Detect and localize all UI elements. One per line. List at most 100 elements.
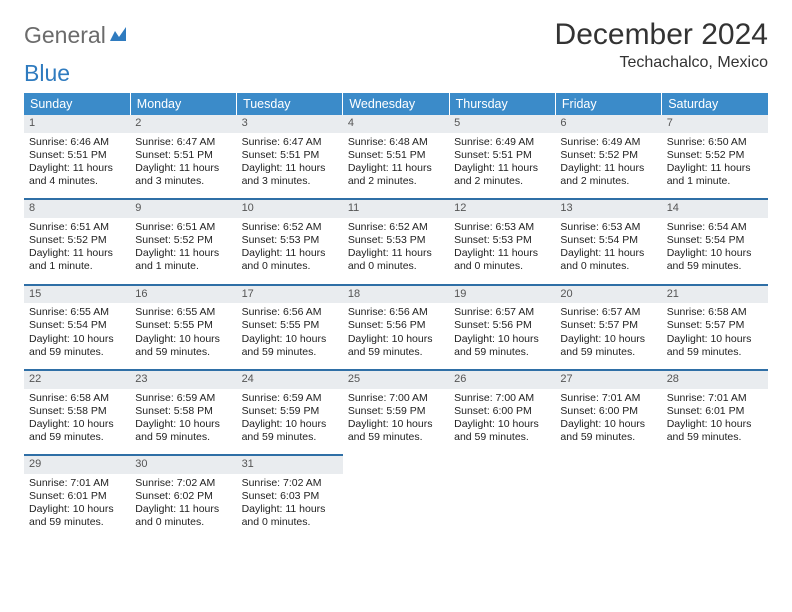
day-body: Sunrise: 7:01 AMSunset: 6:01 PMDaylight:…: [662, 389, 768, 455]
calendar-day-cell: 3Sunrise: 6:47 AMSunset: 5:51 PMDaylight…: [237, 115, 343, 199]
day-body: Sunrise: 6:51 AMSunset: 5:52 PMDaylight:…: [24, 218, 130, 284]
weekday-header: Thursday: [449, 93, 555, 115]
sunrise-text: Sunrise: 7:02 AM: [135, 477, 231, 490]
sunrise-text: Sunrise: 6:51 AM: [135, 221, 231, 234]
sunset-text: Sunset: 5:59 PM: [242, 405, 338, 418]
calendar-day-cell: 28Sunrise: 7:01 AMSunset: 6:01 PMDayligh…: [662, 370, 768, 455]
weekday-header: Friday: [555, 93, 661, 115]
day-number: 1: [24, 115, 130, 133]
sunset-text: Sunset: 5:54 PM: [560, 234, 656, 247]
sunset-text: Sunset: 5:52 PM: [667, 149, 763, 162]
day-number: 6: [555, 115, 661, 133]
day-number: 23: [130, 371, 236, 389]
daylight-text: Daylight: 11 hours and 0 minutes.: [135, 503, 231, 529]
daylight-text: Daylight: 11 hours and 1 minute.: [667, 162, 763, 188]
weekday-header: Wednesday: [343, 93, 449, 115]
daylight-text: Daylight: 10 hours and 59 minutes.: [242, 418, 338, 444]
day-body: Sunrise: 7:01 AMSunset: 6:01 PMDaylight:…: [24, 474, 130, 540]
daylight-text: Daylight: 11 hours and 0 minutes.: [242, 247, 338, 273]
sunrise-text: Sunrise: 6:52 AM: [348, 221, 444, 234]
day-body: Sunrise: 6:50 AMSunset: 5:52 PMDaylight:…: [662, 133, 768, 199]
sunset-text: Sunset: 5:55 PM: [242, 319, 338, 332]
sunset-text: Sunset: 5:51 PM: [29, 149, 125, 162]
day-number: 18: [343, 286, 449, 304]
sunset-text: Sunset: 5:51 PM: [242, 149, 338, 162]
calendar-day-cell: 10Sunrise: 6:52 AMSunset: 5:53 PMDayligh…: [237, 199, 343, 284]
day-number: 9: [130, 200, 236, 218]
daylight-text: Daylight: 11 hours and 2 minutes.: [348, 162, 444, 188]
weekday-header: Monday: [130, 93, 236, 115]
weekday-header: Sunday: [24, 93, 130, 115]
daylight-text: Daylight: 10 hours and 59 minutes.: [667, 418, 763, 444]
day-body: Sunrise: 6:47 AMSunset: 5:51 PMDaylight:…: [237, 133, 343, 199]
day-number: 7: [662, 115, 768, 133]
page-title: December 2024: [555, 18, 768, 52]
day-body: Sunrise: 6:52 AMSunset: 5:53 PMDaylight:…: [237, 218, 343, 284]
calendar-day-cell: ..: [662, 455, 768, 539]
sunrise-text: Sunrise: 6:56 AM: [348, 306, 444, 319]
day-body: Sunrise: 6:57 AMSunset: 5:56 PMDaylight:…: [449, 303, 555, 369]
day-body: Sunrise: 6:54 AMSunset: 5:54 PMDaylight:…: [662, 218, 768, 284]
sunrise-text: Sunrise: 7:01 AM: [560, 392, 656, 405]
sunrise-text: Sunrise: 6:52 AM: [242, 221, 338, 234]
sunrise-text: Sunrise: 6:59 AM: [242, 392, 338, 405]
daylight-text: Daylight: 10 hours and 59 minutes.: [560, 333, 656, 359]
calendar-day-cell: 13Sunrise: 6:53 AMSunset: 5:54 PMDayligh…: [555, 199, 661, 284]
daylight-text: Daylight: 10 hours and 59 minutes.: [242, 333, 338, 359]
calendar-day-cell: 18Sunrise: 6:56 AMSunset: 5:56 PMDayligh…: [343, 285, 449, 370]
sunset-text: Sunset: 6:02 PM: [135, 490, 231, 503]
sunrise-text: Sunrise: 7:02 AM: [242, 477, 338, 490]
sunset-text: Sunset: 5:53 PM: [454, 234, 550, 247]
daylight-text: Daylight: 10 hours and 59 minutes.: [29, 418, 125, 444]
sunrise-text: Sunrise: 6:57 AM: [560, 306, 656, 319]
daylight-text: Daylight: 10 hours and 59 minutes.: [135, 418, 231, 444]
sunset-text: Sunset: 6:00 PM: [560, 405, 656, 418]
sunrise-text: Sunrise: 6:55 AM: [135, 306, 231, 319]
day-number: 8: [24, 200, 130, 218]
sunset-text: Sunset: 5:58 PM: [135, 405, 231, 418]
day-number: 19: [449, 286, 555, 304]
sunset-text: Sunset: 5:59 PM: [348, 405, 444, 418]
sunrise-text: Sunrise: 6:51 AM: [29, 221, 125, 234]
sunset-text: Sunset: 5:56 PM: [348, 319, 444, 332]
sunset-text: Sunset: 6:03 PM: [242, 490, 338, 503]
calendar-day-cell: 29Sunrise: 7:01 AMSunset: 6:01 PMDayligh…: [24, 455, 130, 539]
day-body: Sunrise: 7:02 AMSunset: 6:03 PMDaylight:…: [237, 474, 343, 540]
logo: General: [24, 18, 128, 49]
day-body: Sunrise: 6:47 AMSunset: 5:51 PMDaylight:…: [130, 133, 236, 199]
sunrise-text: Sunrise: 6:47 AM: [242, 136, 338, 149]
calendar-day-cell: ..: [343, 455, 449, 539]
day-number: 10: [237, 200, 343, 218]
sunset-text: Sunset: 5:51 PM: [454, 149, 550, 162]
calendar-day-cell: 20Sunrise: 6:57 AMSunset: 5:57 PMDayligh…: [555, 285, 661, 370]
sunrise-text: Sunrise: 6:53 AM: [560, 221, 656, 234]
day-number: 12: [449, 200, 555, 218]
daylight-text: Daylight: 11 hours and 0 minutes.: [242, 503, 338, 529]
day-body: Sunrise: 6:55 AMSunset: 5:55 PMDaylight:…: [130, 303, 236, 369]
day-body: Sunrise: 6:56 AMSunset: 5:55 PMDaylight:…: [237, 303, 343, 369]
calendar-day-cell: 1Sunrise: 6:46 AMSunset: 5:51 PMDaylight…: [24, 115, 130, 199]
day-body: Sunrise: 7:00 AMSunset: 6:00 PMDaylight:…: [449, 389, 555, 455]
weekday-header: Saturday: [662, 93, 768, 115]
sunset-text: Sunset: 6:01 PM: [667, 405, 763, 418]
daylight-text: Daylight: 10 hours and 59 minutes.: [29, 503, 125, 529]
day-body: Sunrise: 6:53 AMSunset: 5:54 PMDaylight:…: [555, 218, 661, 284]
day-body: Sunrise: 6:58 AMSunset: 5:57 PMDaylight:…: [662, 303, 768, 369]
day-number: 30: [130, 456, 236, 474]
daylight-text: Daylight: 10 hours and 59 minutes.: [348, 418, 444, 444]
sunrise-text: Sunrise: 6:49 AM: [454, 136, 550, 149]
day-number: 14: [662, 200, 768, 218]
calendar-day-cell: 16Sunrise: 6:55 AMSunset: 5:55 PMDayligh…: [130, 285, 236, 370]
day-number: 3: [237, 115, 343, 133]
weekday-header: Tuesday: [237, 93, 343, 115]
calendar-page: General December 2024 Techachalco, Mexic…: [0, 0, 792, 539]
calendar-day-cell: 2Sunrise: 6:47 AMSunset: 5:51 PMDaylight…: [130, 115, 236, 199]
daylight-text: Daylight: 10 hours and 59 minutes.: [454, 418, 550, 444]
calendar-week-row: 8Sunrise: 6:51 AMSunset: 5:52 PMDaylight…: [24, 199, 768, 284]
day-body: Sunrise: 6:51 AMSunset: 5:52 PMDaylight:…: [130, 218, 236, 284]
sunrise-text: Sunrise: 6:46 AM: [29, 136, 125, 149]
daylight-text: Daylight: 10 hours and 59 minutes.: [667, 247, 763, 273]
day-body: Sunrise: 6:52 AMSunset: 5:53 PMDaylight:…: [343, 218, 449, 284]
calendar-table: Sunday Monday Tuesday Wednesday Thursday…: [24, 93, 768, 539]
daylight-text: Daylight: 11 hours and 1 minute.: [135, 247, 231, 273]
